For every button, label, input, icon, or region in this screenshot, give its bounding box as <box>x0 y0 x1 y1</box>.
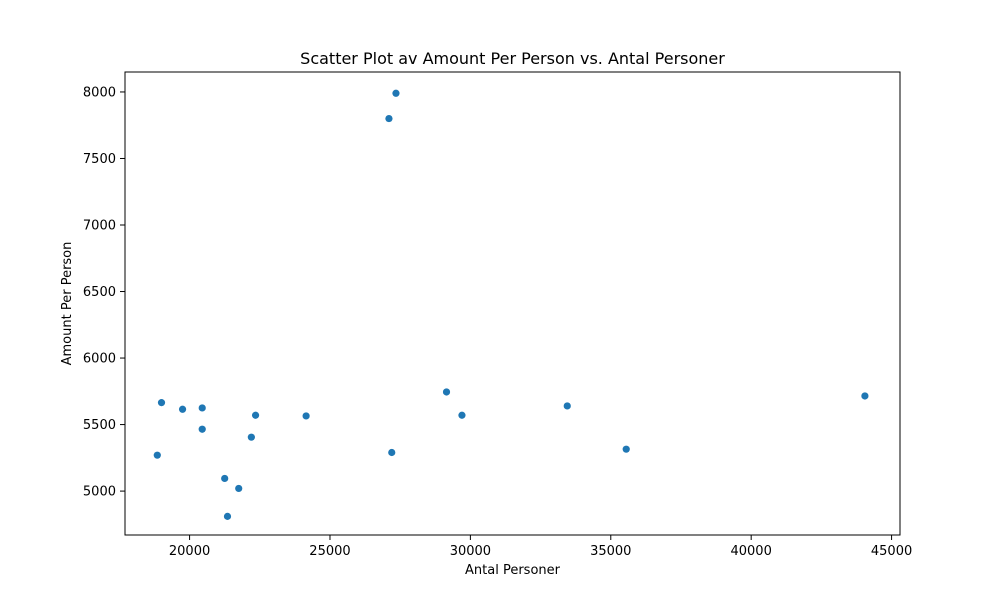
y-axis-label: Amount Per Person <box>60 242 75 366</box>
data-point <box>251 411 260 419</box>
plot-frame <box>124 71 901 536</box>
x-tick-label: 35000 <box>590 544 631 559</box>
x-axis-label: Antal Personer <box>465 563 561 578</box>
data-point <box>178 405 187 413</box>
data-point <box>388 448 396 457</box>
data-point <box>157 399 166 407</box>
y-axis: 5000 5500 6000 6500 7000 7500 8000 <box>83 85 125 500</box>
y-tick-label: 5000 <box>83 485 116 500</box>
x-tick-label: 45000 <box>871 544 912 559</box>
data-point <box>198 404 206 412</box>
y-tick-label: 6500 <box>83 285 116 300</box>
data-point <box>458 411 466 419</box>
data-point <box>223 512 232 520</box>
data-point <box>247 433 255 441</box>
y-tick-label: 7500 <box>83 152 116 167</box>
data-point <box>392 89 400 97</box>
x-tick-label: 25000 <box>309 544 350 559</box>
data-point <box>861 392 869 400</box>
data-point <box>153 451 161 459</box>
data-point <box>385 114 393 123</box>
x-tick-label: 20000 <box>169 544 210 559</box>
data-point <box>221 474 229 483</box>
chart-title: Scatter Plot av Amount Per Person vs. An… <box>300 49 725 68</box>
x-tick-label: 40000 <box>730 544 771 559</box>
data-point <box>563 402 571 410</box>
data-point <box>442 388 451 396</box>
plot-area <box>153 89 869 520</box>
data-point <box>198 425 206 433</box>
x-tick-label: 30000 <box>450 544 491 559</box>
data-point <box>622 445 630 453</box>
y-tick-label: 7000 <box>83 219 116 234</box>
y-tick-label: 6000 <box>83 352 116 367</box>
y-tick-label: 5500 <box>83 418 116 433</box>
y-tick-label: 8000 <box>83 85 116 100</box>
data-point <box>235 484 243 493</box>
data-point <box>302 412 310 420</box>
x-axis: 20000 25000 30000 35000 40000 45000 <box>169 535 912 559</box>
